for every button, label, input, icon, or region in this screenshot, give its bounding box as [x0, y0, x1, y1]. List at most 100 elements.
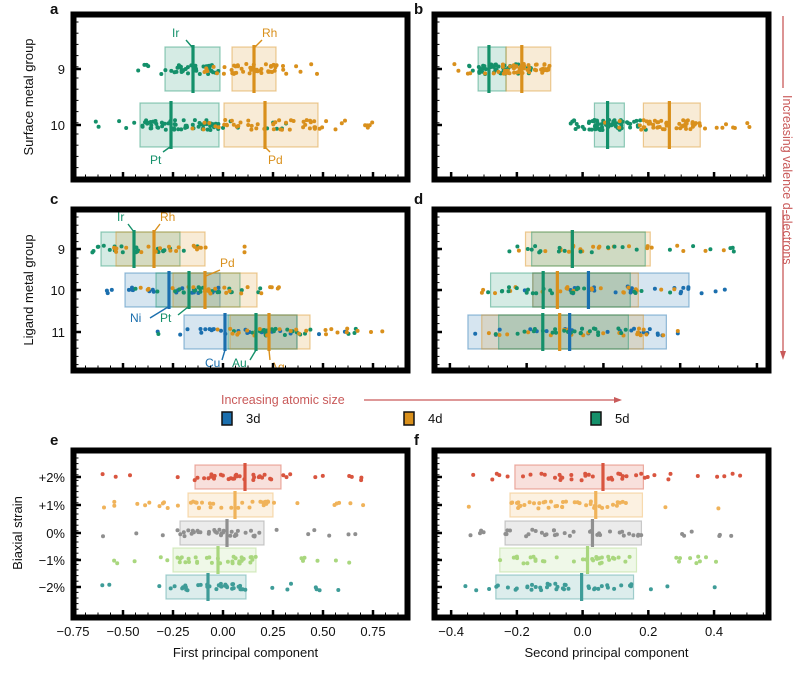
data-point — [243, 530, 248, 535]
data-point — [619, 331, 624, 335]
data-point — [571, 290, 576, 295]
data-point — [583, 471, 588, 476]
data-point — [554, 555, 559, 560]
data-point — [473, 331, 478, 336]
data-point — [336, 588, 341, 592]
data-point — [128, 473, 132, 478]
data-point — [589, 127, 594, 132]
data-point — [168, 248, 173, 253]
data-point — [109, 287, 114, 292]
data-point — [172, 122, 177, 127]
data-point — [192, 118, 197, 123]
data-point — [258, 286, 263, 291]
data-point — [636, 533, 640, 538]
data-point — [199, 330, 204, 335]
data-point — [251, 472, 256, 477]
data-point — [140, 123, 145, 128]
data-point — [285, 587, 290, 592]
data-point — [524, 290, 529, 295]
data-point — [551, 528, 556, 533]
data-point — [333, 558, 338, 563]
data-point — [526, 532, 531, 537]
data-point — [178, 332, 183, 337]
data-point — [545, 585, 549, 590]
data-point — [641, 327, 646, 332]
data-point — [133, 286, 138, 291]
data-point — [222, 65, 227, 70]
data-point — [659, 287, 664, 292]
data-point — [146, 64, 151, 69]
data-point — [281, 473, 286, 478]
data-point — [151, 119, 156, 124]
data-point — [572, 500, 577, 505]
element-label-Cu: Cu — [205, 356, 220, 370]
data-point — [95, 244, 100, 249]
data-point — [246, 118, 251, 123]
data-point — [695, 474, 700, 478]
data-point — [554, 532, 559, 537]
data-point — [729, 533, 734, 538]
data-point — [534, 68, 539, 73]
element-label-Pt: Pt — [160, 311, 172, 325]
data-point — [525, 247, 530, 251]
x-tick-label: 0.0 — [574, 624, 592, 639]
leader-line — [149, 306, 169, 319]
leader-line — [205, 269, 221, 277]
data-point — [282, 333, 287, 337]
data-point — [560, 475, 565, 480]
data-point — [722, 287, 727, 292]
data-point — [327, 533, 332, 538]
data-point — [239, 288, 244, 293]
data-point — [219, 328, 223, 333]
panel-letter: c — [50, 191, 58, 208]
data-point — [254, 126, 259, 131]
data-point — [471, 472, 476, 477]
x-tick-label: −0.2 — [504, 624, 530, 639]
data-point — [542, 62, 547, 67]
data-point — [101, 534, 105, 539]
data-point — [721, 248, 726, 253]
data-point — [745, 121, 750, 126]
data-point — [380, 329, 385, 334]
x-axis-title: First principal component — [173, 645, 319, 660]
data-point — [112, 558, 117, 563]
data-point — [196, 124, 201, 129]
data-point — [615, 500, 620, 505]
data-point — [689, 529, 694, 534]
data-point — [271, 121, 276, 126]
data-point — [528, 327, 533, 332]
data-point — [505, 528, 510, 533]
leader-line — [177, 306, 189, 316]
data-point — [569, 477, 574, 482]
data-point — [612, 122, 617, 127]
box-+1% — [187, 492, 274, 518]
data-point — [207, 327, 212, 332]
data-point — [236, 505, 241, 510]
data-point — [191, 285, 196, 290]
data-point — [501, 71, 506, 76]
data-point — [596, 586, 601, 591]
data-point — [225, 123, 229, 128]
data-point — [639, 127, 644, 132]
data-point — [579, 478, 584, 483]
data-point — [544, 532, 549, 537]
data-point — [161, 249, 166, 254]
legend-item-5d: 5d — [590, 411, 629, 426]
data-point — [143, 503, 148, 508]
data-point — [247, 505, 252, 510]
data-point — [677, 559, 681, 564]
data-point — [613, 290, 618, 295]
data-point — [257, 474, 262, 479]
data-point — [209, 474, 214, 479]
data-point — [175, 555, 180, 560]
data-point — [641, 118, 646, 123]
data-point — [146, 286, 151, 291]
data-point — [231, 122, 236, 127]
data-point — [678, 556, 682, 561]
data-point — [530, 527, 535, 532]
data-point — [637, 123, 642, 128]
data-point — [682, 533, 687, 538]
data-point — [278, 127, 283, 132]
data-point — [578, 249, 583, 254]
data-point — [521, 561, 526, 566]
